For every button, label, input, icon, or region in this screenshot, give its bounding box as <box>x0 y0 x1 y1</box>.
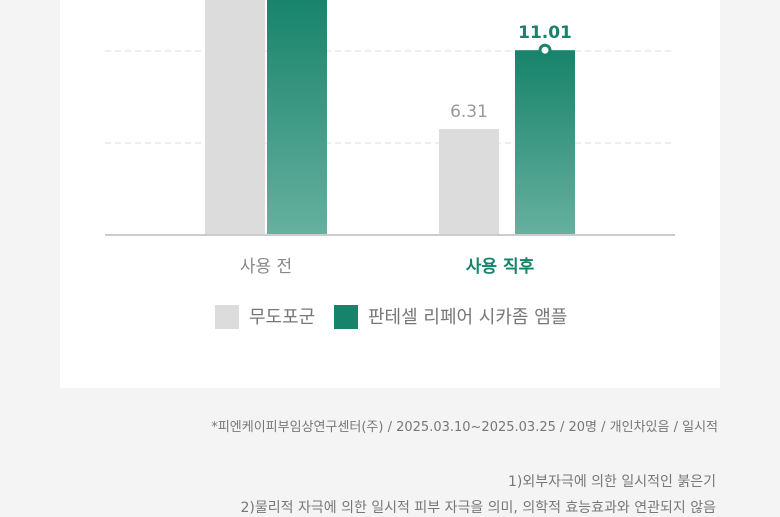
x-tick-label: 사용 전 <box>240 257 292 277</box>
legend-label: 판테셀 리페어 시카좀 앰플 <box>368 307 567 328</box>
source-note: *피엔케이피부임상연구센터(주) / 2025.03.10~2025.03.25… <box>211 420 718 435</box>
chart-card <box>60 0 720 388</box>
legend-label: 무도포군 <box>249 307 315 328</box>
value-label: 11.01 <box>518 23 572 43</box>
footnote: 2)물리적 자극에 의한 일시적 피부 자극을 의미, 의학적 효능효과와 연관… <box>240 500 716 516</box>
bar <box>267 0 327 236</box>
marker <box>538 43 552 57</box>
bar <box>439 129 499 235</box>
x-tick-label: 사용 직후 <box>466 256 535 277</box>
footnote: 1)외부자극에 의한 일시적인 붉은기 <box>507 474 716 490</box>
bar <box>515 50 575 235</box>
value-label: 6.31 <box>450 102 488 122</box>
legend-swatch <box>215 305 239 329</box>
legend-swatch <box>334 305 358 329</box>
bar <box>205 0 265 235</box>
